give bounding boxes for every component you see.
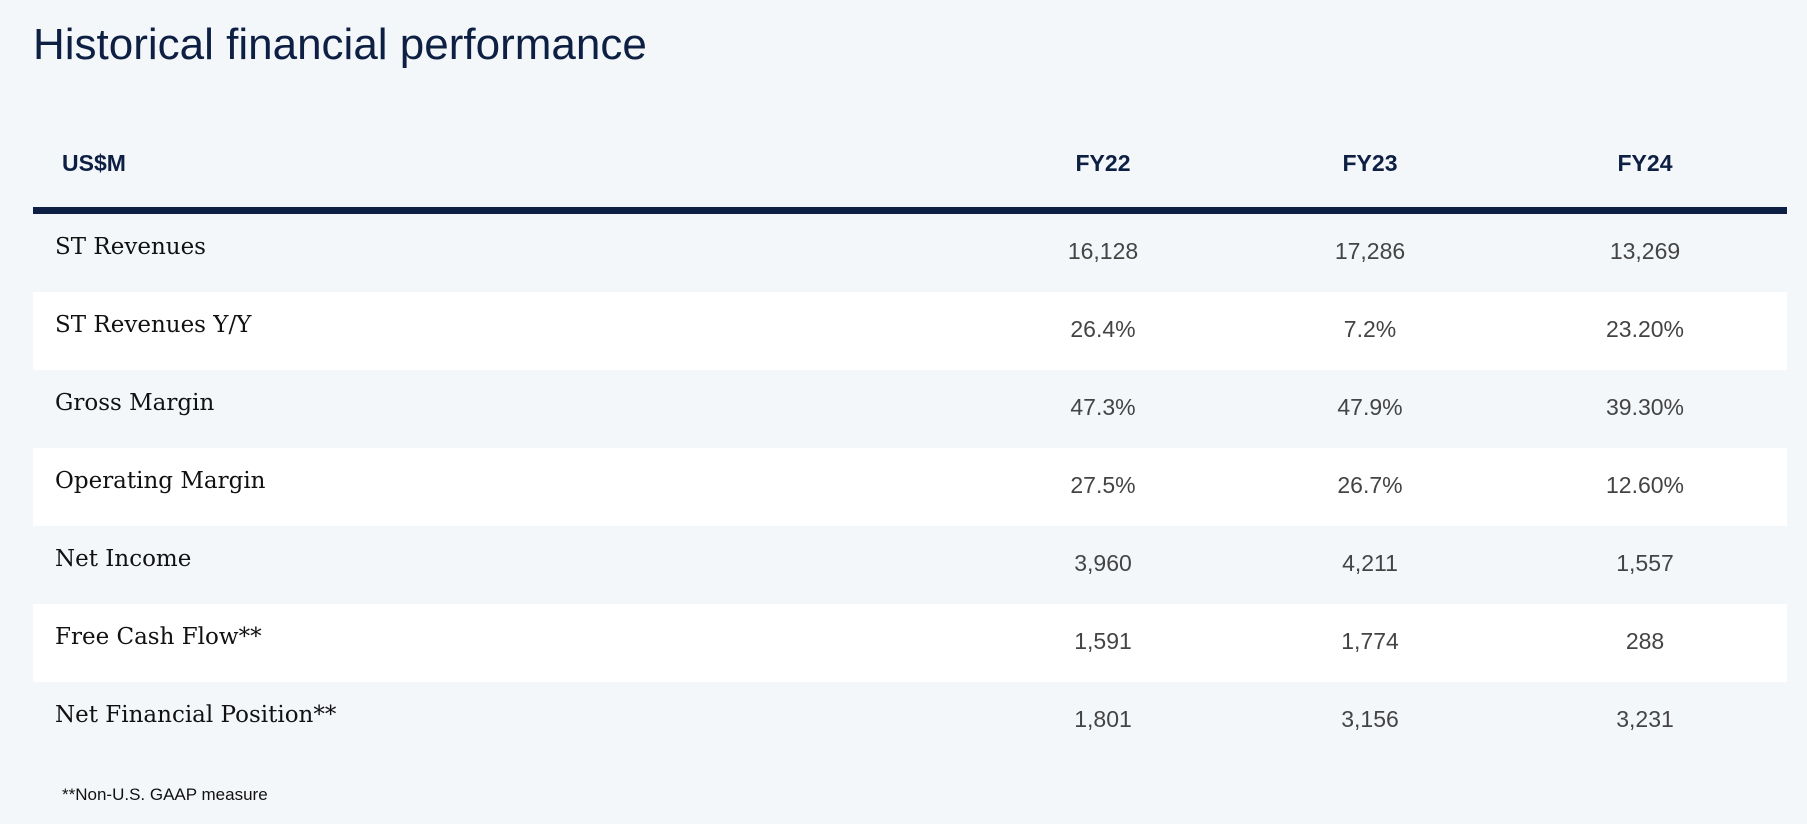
cell-value: 1,801 <box>1074 706 1132 732</box>
table-row: ST Revenues 16,128 17,286 13,269 <box>33 214 1787 292</box>
table-row: Net Income 3,960 4,211 1,557 <box>33 526 1787 604</box>
cell-value: 3,156 <box>1341 706 1399 732</box>
column-header: FY22 <box>1075 150 1131 176</box>
cell-value: 288 <box>1625 628 1665 654</box>
cell-value: 7.2% <box>1343 316 1397 342</box>
cell-value: 3,231 <box>1616 706 1674 732</box>
header-rule <box>33 207 1787 214</box>
cell-value: 23.20% <box>1605 316 1685 342</box>
cell-value: 4,211 <box>1342 550 1398 576</box>
column-header: US$M <box>62 150 126 176</box>
cell-value: 26.4% <box>1070 316 1136 342</box>
cell-value: 13,269 <box>1609 238 1681 264</box>
title: Historical financial performance <box>33 20 647 69</box>
cell-value: 39.30% <box>1605 394 1685 420</box>
table-row: Free Cash Flow** 1,591 1,774 288 <box>33 604 1787 682</box>
row-label: Net Financial Position** <box>55 702 337 728</box>
cell-value: 17,286 <box>1334 238 1406 264</box>
row-label: Net Income <box>55 546 192 572</box>
table-row: Gross Margin 47.3% 47.9% 39.30% <box>33 370 1787 448</box>
cell-value: 1,774 <box>1341 628 1399 654</box>
cell-value: 26.7% <box>1337 472 1403 498</box>
cell-value: 16,128 <box>1067 238 1139 264</box>
table-row: Net Financial Position** 1,801 3,156 3,231 <box>33 682 1787 760</box>
row-label: Operating Margin <box>55 468 266 494</box>
row-label: ST Revenues <box>55 234 206 260</box>
cell-value: 47.3% <box>1070 394 1136 420</box>
row-label: ST Revenues Y/Y <box>55 312 252 338</box>
footnote: **Non-U.S. GAAP measure <box>62 785 268 804</box>
table-row: ST Revenues Y/Y 26.4% 7.2% 23.20% <box>33 292 1787 370</box>
cell-value: 12.60% <box>1605 472 1685 498</box>
column-header: FY23 <box>1342 150 1398 176</box>
cell-value: 3,960 <box>1074 550 1132 576</box>
cell-value: 47.9% <box>1337 394 1403 420</box>
column-header: FY24 <box>1617 150 1673 176</box>
cell-value: 1,591 <box>1074 628 1132 654</box>
row-label: Gross Margin <box>55 390 215 416</box>
cell-value: 1,557 <box>1616 550 1674 576</box>
row-label: Free Cash Flow** <box>55 624 262 650</box>
cell-value: 27.5% <box>1070 472 1136 498</box>
table-row: Operating Margin 27.5% 26.7% 12.60% <box>33 448 1787 526</box>
